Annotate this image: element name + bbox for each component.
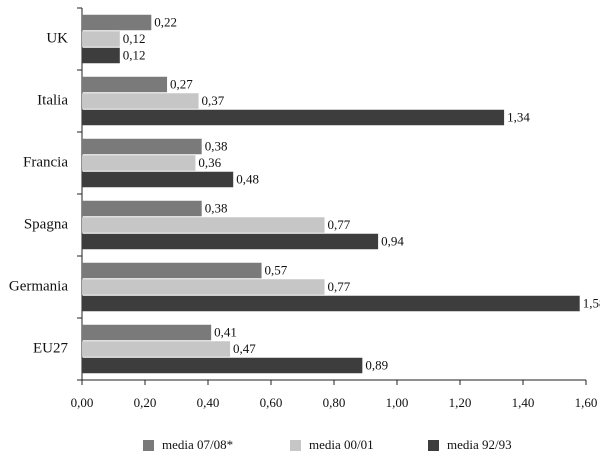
x-tick-label: 0,60: [260, 395, 283, 410]
bar: [82, 155, 196, 171]
bar: [82, 262, 262, 279]
value-label: 0,38: [205, 138, 228, 153]
bar: [82, 279, 325, 295]
value-label: 1,34: [507, 109, 530, 124]
legend-swatch: [428, 440, 439, 451]
bar: [82, 31, 120, 47]
x-tick-label: 1,00: [386, 395, 409, 410]
x-tick-label: 1,60: [575, 395, 598, 410]
value-label: 0,57: [265, 262, 288, 277]
x-tick-label: 1,20: [449, 395, 472, 410]
bar: [82, 217, 325, 233]
bar: [82, 324, 212, 341]
bar: [82, 47, 120, 64]
x-tick-label: 0,00: [71, 395, 94, 410]
legend-label: media 00/01: [309, 437, 374, 452]
bar: [82, 14, 152, 31]
legend-label: media 07/08*: [162, 437, 233, 452]
value-label: 0,47: [233, 341, 256, 356]
bar: [82, 357, 363, 374]
value-label: 0,94: [381, 233, 404, 248]
value-label: 0,48: [236, 171, 259, 186]
bar: [82, 76, 168, 93]
y-tick-label: Spagna: [24, 216, 69, 232]
bar: [82, 341, 231, 357]
x-tick-label: 1,40: [512, 395, 535, 410]
bar: [82, 233, 379, 250]
value-label: 1,58: [583, 295, 600, 310]
value-label: 0,41: [214, 324, 237, 339]
y-tick-label: UK: [46, 30, 68, 46]
legend-label: media 92/93: [447, 437, 512, 452]
value-label: 0,22: [154, 14, 177, 29]
value-label: 0,36: [198, 155, 221, 170]
legend-swatch: [143, 440, 154, 451]
y-tick-label: Francia: [23, 154, 68, 170]
x-tick-label: 0,80: [323, 395, 346, 410]
bar: [82, 138, 202, 155]
value-label: 0,38: [205, 200, 228, 215]
y-tick-label: EU27: [33, 340, 68, 356]
bar: [82, 171, 234, 188]
value-label: 0,12: [123, 47, 146, 62]
value-label: 0,77: [328, 279, 351, 294]
x-tick-label: 0,20: [134, 395, 157, 410]
value-label: 0,77: [328, 217, 351, 232]
bar: [82, 200, 202, 217]
value-label: 0,12: [123, 31, 146, 46]
bar: [82, 295, 580, 312]
y-tick-label: Germania: [9, 278, 68, 294]
y-tick-label: Italia: [37, 92, 68, 108]
value-label: 0,37: [202, 93, 225, 108]
bar: [82, 109, 505, 126]
x-tick-label: 0,40: [197, 395, 220, 410]
value-label: 0,89: [365, 357, 388, 372]
value-label: 0,27: [170, 76, 193, 91]
legend-swatch: [290, 440, 301, 451]
bar: [82, 93, 199, 109]
